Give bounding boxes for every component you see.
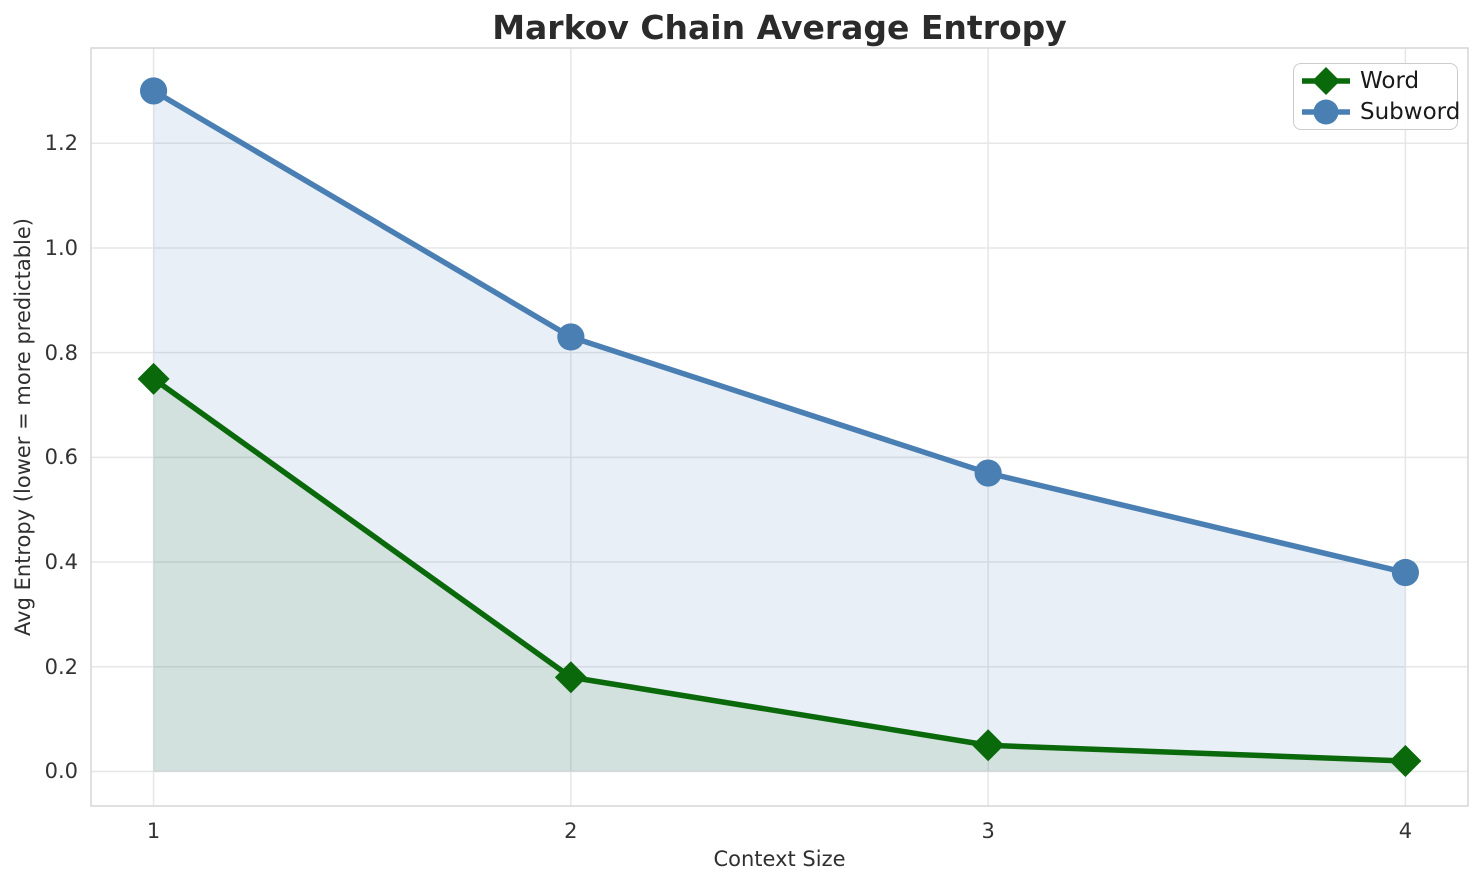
y-tick-label: 1.0 xyxy=(44,235,78,260)
series-line-word xyxy=(151,376,1406,764)
y-tick-label: 0.4 xyxy=(44,550,78,575)
x-tick-label: 1 xyxy=(146,819,161,843)
y-tick-label: 0.0 xyxy=(44,759,78,784)
axes-spines xyxy=(90,47,1469,807)
y-tick-label: 0.6 xyxy=(44,445,78,470)
x-tick-label: 3 xyxy=(981,819,995,843)
subword-legend-marker-icon xyxy=(1302,99,1350,125)
marker-word-4 xyxy=(1389,744,1422,777)
word-legend-marker-icon xyxy=(1302,67,1350,96)
x-axis-label: Context Size xyxy=(713,847,846,871)
legend-label: Word xyxy=(1360,68,1420,95)
x-tick-label: 2 xyxy=(564,819,578,843)
series-line-subword xyxy=(152,88,1407,576)
legend-label: Subword xyxy=(1360,98,1461,125)
marker-subword-4 xyxy=(1391,558,1420,587)
y-tick-label: 0.8 xyxy=(44,340,78,365)
marker-word-1 xyxy=(137,362,170,395)
legend-item-word: Word xyxy=(1300,66,1451,97)
legend-item-subword: Subword xyxy=(1300,97,1460,128)
y-tick-label: 0.2 xyxy=(44,654,78,679)
y-tick-label: 1.2 xyxy=(44,131,78,156)
area-fill-word xyxy=(153,378,1406,772)
legend: Word Subword xyxy=(1293,63,1460,130)
marker-subword-3 xyxy=(974,459,1002,487)
chart-title: Markov Chain Average Entropy xyxy=(492,8,1067,47)
marker-word-2 xyxy=(554,661,587,694)
marker-subword-2 xyxy=(557,323,585,351)
x-tick-label: 4 xyxy=(1398,819,1413,843)
marker-subword-1 xyxy=(139,77,168,105)
marker-word-3 xyxy=(972,729,1005,762)
